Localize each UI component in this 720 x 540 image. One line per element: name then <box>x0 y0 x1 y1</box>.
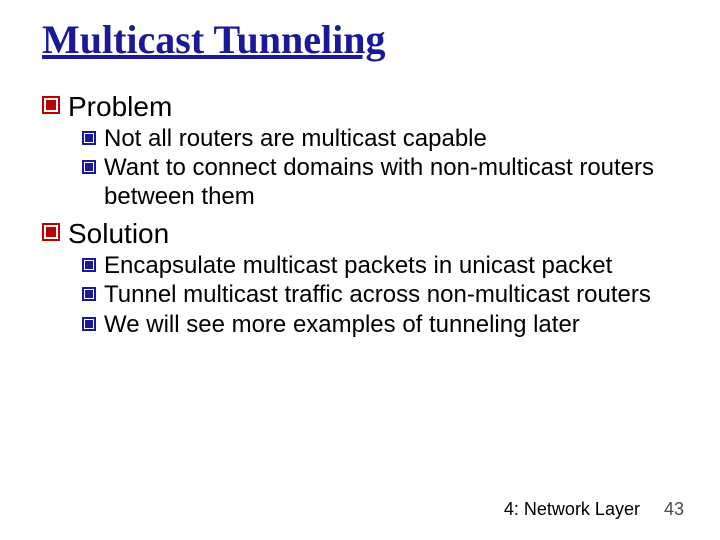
footer-section: 4: Network Layer <box>504 499 640 520</box>
section-problem: Problem Not all routers are multicast ca… <box>42 90 680 211</box>
section-solution: Solution Encapsulate multicast packets i… <box>42 217 680 338</box>
list-item: We will see more examples of tunneling l… <box>82 310 680 339</box>
list-item: Not all routers are multicast capable <box>82 124 680 153</box>
square-bullet-icon <box>82 160 96 174</box>
square-bullet-icon <box>82 258 96 272</box>
section-items: Not all routers are multicast capable Wa… <box>82 124 680 212</box>
footer: 4: Network Layer 43 <box>504 499 684 520</box>
bullet-outline <box>82 287 96 301</box>
bullet-fill <box>46 100 56 110</box>
bullet-outline <box>42 96 60 114</box>
item-text: Not all routers are multicast capable <box>104 124 487 153</box>
bullet-fill <box>46 227 56 237</box>
list-item: Want to connect domains with non-multica… <box>82 153 680 212</box>
bullet-fill <box>85 290 93 298</box>
bullet-outline <box>82 258 96 272</box>
content-list: Problem Not all routers are multicast ca… <box>42 90 680 339</box>
bullet-fill <box>85 163 93 171</box>
bullet-fill <box>85 261 93 269</box>
slide-title: Multicast Tunneling <box>42 18 680 62</box>
bullet-outline <box>82 131 96 145</box>
list-item: Encapsulate multicast packets in unicast… <box>82 251 680 280</box>
item-text: We will see more examples of tunneling l… <box>104 310 580 339</box>
bullet-fill <box>85 134 93 142</box>
square-bullet-icon <box>82 131 96 145</box>
bullet-fill <box>85 320 93 328</box>
section-heading: Solution <box>68 217 169 251</box>
bullet-outline <box>82 317 96 331</box>
section-heading: Problem <box>68 90 172 124</box>
list-item: Tunnel multicast traffic across non-mult… <box>82 280 680 309</box>
item-text: Tunnel multicast traffic across non-mult… <box>104 280 651 309</box>
square-bullet-icon <box>82 317 96 331</box>
square-bullet-icon <box>82 287 96 301</box>
square-bullet-icon <box>42 223 60 241</box>
item-text: Encapsulate multicast packets in unicast… <box>104 251 612 280</box>
bullet-outline <box>82 160 96 174</box>
item-text: Want to connect domains with non-multica… <box>104 153 680 212</box>
square-bullet-icon <box>42 96 60 114</box>
slide: Multicast Tunneling Problem Not all rout… <box>0 0 720 540</box>
footer-page-number: 43 <box>664 499 684 520</box>
bullet-outline <box>42 223 60 241</box>
section-items: Encapsulate multicast packets in unicast… <box>82 251 680 339</box>
